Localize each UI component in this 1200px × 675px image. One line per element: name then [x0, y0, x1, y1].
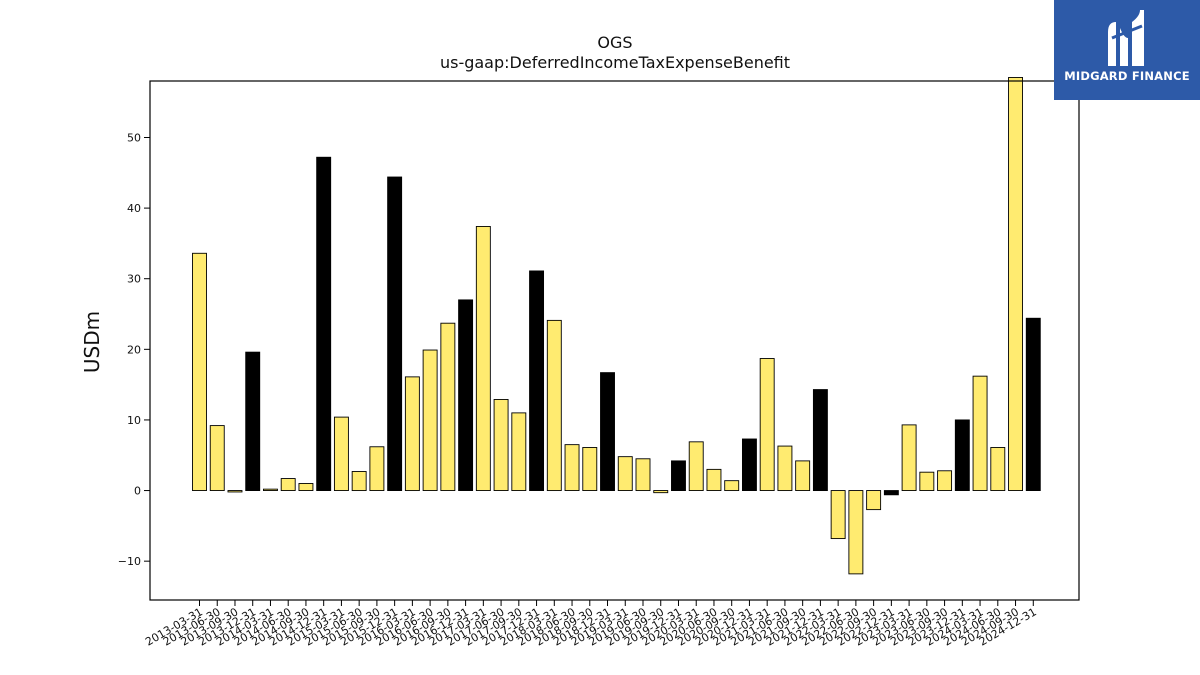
y-tick-label: 0 — [134, 485, 141, 498]
bars — [192, 77, 1041, 575]
bar — [901, 424, 917, 492]
bar — [635, 458, 651, 492]
bar — [919, 471, 935, 492]
bar — [333, 416, 349, 491]
bar — [422, 349, 438, 492]
bar — [316, 156, 332, 492]
chart-title: OGS — [597, 33, 632, 52]
y-axis: −10 0 10 20 30 40 50 — [118, 131, 150, 568]
bar — [209, 425, 225, 491]
brand-name: MIDGARD FINANCE — [1064, 69, 1190, 83]
bar — [227, 490, 243, 493]
bar — [812, 389, 828, 492]
bar — [1025, 317, 1041, 492]
bar — [369, 446, 385, 491]
bar — [671, 460, 686, 492]
chart-subtitle: us-gaap:DeferredIncomeTaxExpenseBenefit — [440, 53, 790, 72]
bar — [245, 351, 261, 491]
bar — [795, 460, 811, 492]
bar — [617, 456, 633, 492]
bar — [653, 490, 669, 494]
x-axis: 2013-03-312013-06-302013-09-302013-12-31… — [143, 600, 1039, 649]
bar — [848, 490, 864, 575]
y-tick-label: 10 — [127, 414, 141, 427]
bar — [546, 319, 562, 492]
bar — [529, 270, 545, 492]
bar — [458, 299, 474, 491]
plot-frame — [149, 80, 1080, 601]
bar — [1008, 77, 1023, 491]
bar — [990, 447, 1006, 492]
bar — [387, 176, 403, 491]
logo-mark-icon — [1108, 10, 1144, 66]
bar — [600, 372, 615, 492]
bar — [404, 376, 420, 492]
bar — [706, 468, 722, 491]
bar — [192, 252, 207, 491]
bar — [741, 438, 757, 491]
bar — [564, 444, 580, 491]
bar — [263, 488, 278, 492]
y-tick-label: 30 — [127, 273, 141, 286]
bar — [351, 471, 367, 492]
bar — [830, 490, 846, 540]
bar — [724, 480, 740, 492]
y-axis-label: USDm — [80, 311, 104, 373]
bar — [280, 478, 296, 491]
bar — [440, 322, 456, 492]
bar — [777, 445, 793, 492]
y-tick-label: 40 — [127, 202, 141, 215]
bar — [688, 441, 704, 491]
bar — [511, 412, 527, 492]
bar — [582, 447, 598, 492]
bar — [759, 358, 775, 492]
bar — [866, 490, 882, 511]
y-tick-label: −10 — [118, 555, 141, 568]
bar — [298, 483, 314, 491]
y-tick-label: 50 — [127, 131, 141, 144]
bar — [475, 226, 491, 492]
brand-logo: MIDGARD FINANCE — [1054, 0, 1200, 100]
bar — [493, 399, 509, 491]
bar — [954, 419, 970, 492]
bar — [937, 470, 953, 491]
y-tick-label: 20 — [127, 343, 141, 356]
bar — [972, 375, 988, 492]
bar — [883, 490, 899, 496]
